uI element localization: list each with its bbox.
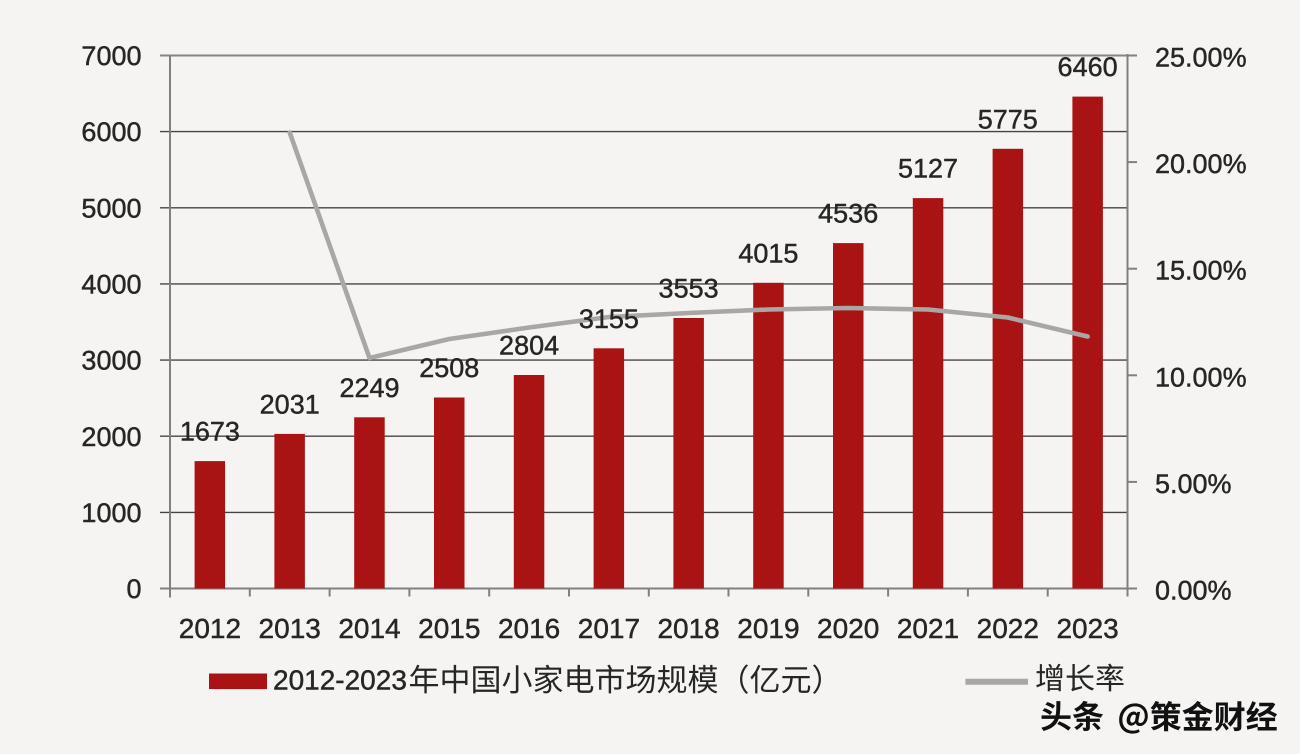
svg-text:5000: 5000 <box>81 193 141 223</box>
svg-text:0: 0 <box>126 574 141 604</box>
svg-text:2017: 2017 <box>578 613 640 644</box>
svg-text:2012-2023: 2012-2023 <box>273 664 407 695</box>
svg-text:2508: 2508 <box>419 353 479 383</box>
svg-text:2022: 2022 <box>977 613 1039 644</box>
svg-text:2020: 2020 <box>817 613 879 644</box>
svg-text:20.00%: 20.00% <box>1155 149 1247 179</box>
svg-text:1000: 1000 <box>81 498 141 528</box>
svg-text:2014: 2014 <box>338 613 400 644</box>
svg-text:5.00%: 5.00% <box>1155 469 1232 499</box>
svg-text:3553: 3553 <box>659 274 719 304</box>
svg-text:2804: 2804 <box>499 331 559 361</box>
svg-text:15.00%: 15.00% <box>1155 256 1247 286</box>
svg-text:2000: 2000 <box>81 422 141 452</box>
svg-text:0.00%: 0.00% <box>1155 576 1232 606</box>
svg-text:2018: 2018 <box>657 613 719 644</box>
svg-text:3155: 3155 <box>579 304 639 334</box>
svg-text:6000: 6000 <box>81 117 141 147</box>
svg-text:6460: 6460 <box>1058 52 1118 82</box>
svg-text:4536: 4536 <box>818 199 878 229</box>
svg-text:2012: 2012 <box>179 613 241 644</box>
svg-text:2015: 2015 <box>418 613 480 644</box>
svg-text:5775: 5775 <box>978 104 1038 134</box>
svg-text:25.00%: 25.00% <box>1155 43 1247 73</box>
svg-text:2021: 2021 <box>897 613 959 644</box>
svg-text:2013: 2013 <box>259 613 321 644</box>
svg-text:10.00%: 10.00% <box>1155 362 1247 392</box>
svg-text:7000: 7000 <box>81 41 141 71</box>
svg-text:2023: 2023 <box>1056 613 1118 644</box>
svg-text:2016: 2016 <box>498 613 560 644</box>
svg-text:2031: 2031 <box>260 390 320 420</box>
svg-text:2249: 2249 <box>339 373 399 403</box>
svg-text:4015: 4015 <box>738 238 798 268</box>
svg-text:1673: 1673 <box>180 417 240 447</box>
svg-text:4000: 4000 <box>81 270 141 300</box>
svg-text:3000: 3000 <box>81 346 141 376</box>
svg-text:5127: 5127 <box>898 154 958 184</box>
svg-text:2019: 2019 <box>737 613 799 644</box>
